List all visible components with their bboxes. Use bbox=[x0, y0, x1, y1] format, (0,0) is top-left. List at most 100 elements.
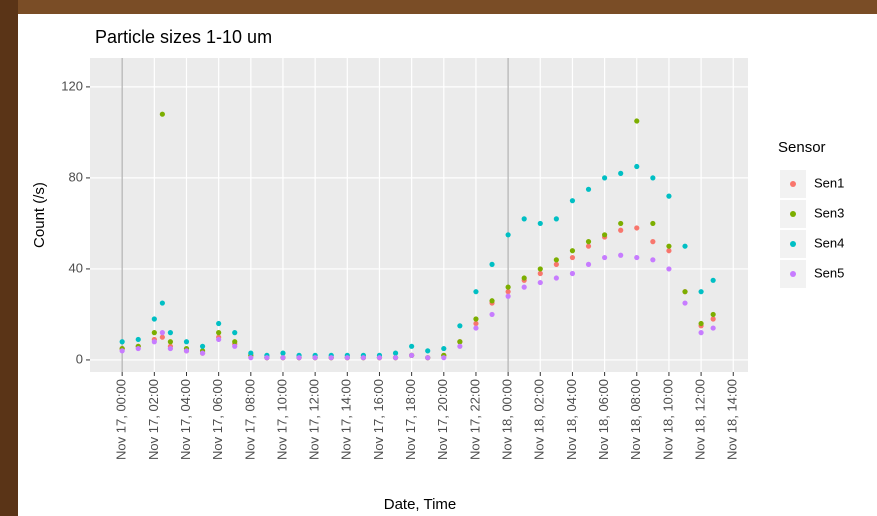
data-point bbox=[473, 321, 478, 326]
x-tick-label: Nov 18, 10:00 bbox=[660, 379, 675, 460]
data-point bbox=[160, 330, 165, 335]
x-tick-label: Nov 17, 04:00 bbox=[178, 379, 193, 460]
x-tick-label: Nov 18, 08:00 bbox=[628, 379, 643, 460]
x-tick-label: Nov 18, 12:00 bbox=[693, 379, 708, 460]
data-point bbox=[698, 321, 703, 326]
data-point bbox=[160, 112, 165, 117]
data-point bbox=[232, 344, 237, 349]
data-point bbox=[184, 348, 189, 353]
data-point bbox=[711, 312, 716, 317]
x-tick-label: Nov 17, 22:00 bbox=[467, 379, 482, 460]
data-point bbox=[296, 355, 301, 360]
data-point bbox=[489, 262, 494, 267]
x-tick-label: Nov 17, 18:00 bbox=[403, 379, 418, 460]
data-point bbox=[554, 257, 559, 262]
data-point bbox=[248, 351, 253, 356]
data-point bbox=[570, 248, 575, 253]
data-point bbox=[168, 330, 173, 335]
chart-title: Particle sizes 1-10 um bbox=[95, 27, 272, 47]
frame-edge bbox=[0, 0, 18, 516]
x-tick-label: Nov 17, 12:00 bbox=[307, 379, 322, 460]
data-point bbox=[200, 344, 205, 349]
legend-marker bbox=[790, 181, 796, 187]
data-point bbox=[361, 355, 366, 360]
x-tick-label: Nov 17, 00:00 bbox=[114, 379, 129, 460]
data-point bbox=[345, 355, 350, 360]
legend-label: Sen1 bbox=[814, 175, 844, 190]
y-tick-label: 40 bbox=[69, 260, 83, 275]
data-point bbox=[698, 289, 703, 294]
data-point bbox=[666, 194, 671, 199]
data-point bbox=[473, 325, 478, 330]
data-point bbox=[538, 280, 543, 285]
data-point bbox=[168, 339, 173, 344]
data-point bbox=[393, 355, 398, 360]
data-point bbox=[666, 266, 671, 271]
data-point bbox=[425, 355, 430, 360]
data-point bbox=[441, 355, 446, 360]
data-point bbox=[698, 330, 703, 335]
data-point bbox=[120, 339, 125, 344]
data-point bbox=[489, 298, 494, 303]
legend-marker bbox=[790, 241, 796, 247]
data-point bbox=[232, 330, 237, 335]
x-tick-label: Nov 18, 00:00 bbox=[500, 379, 515, 460]
data-point bbox=[248, 355, 253, 360]
data-point bbox=[711, 278, 716, 283]
legend-label: Sen4 bbox=[814, 235, 844, 250]
legend-label: Sen5 bbox=[814, 265, 844, 280]
data-point bbox=[538, 271, 543, 276]
data-point bbox=[682, 289, 687, 294]
y-tick-label: 120 bbox=[61, 78, 83, 93]
data-point bbox=[264, 355, 269, 360]
data-point bbox=[136, 346, 141, 351]
data-point bbox=[538, 266, 543, 271]
data-point bbox=[280, 355, 285, 360]
x-axis-title: Date, Time bbox=[384, 496, 457, 513]
data-point bbox=[711, 325, 716, 330]
y-tick-label: 0 bbox=[76, 351, 83, 366]
x-tick-label: Nov 18, 06:00 bbox=[596, 379, 611, 460]
data-point bbox=[538, 221, 543, 226]
page: {"chart_data": { "type": "scatter", "tit… bbox=[0, 0, 877, 516]
data-point bbox=[457, 344, 462, 349]
data-point bbox=[570, 255, 575, 260]
data-point bbox=[393, 351, 398, 356]
data-point bbox=[216, 321, 221, 326]
data-point bbox=[152, 330, 157, 335]
data-point bbox=[554, 216, 559, 221]
data-point bbox=[200, 351, 205, 356]
x-tick-label: Nov 17, 16:00 bbox=[371, 379, 386, 460]
data-point bbox=[634, 225, 639, 230]
x-tick-label: Nov 17, 06:00 bbox=[210, 379, 225, 460]
data-point bbox=[216, 330, 221, 335]
data-point bbox=[570, 271, 575, 276]
legend-label: Sen3 bbox=[814, 205, 844, 220]
x-tick-label: Nov 17, 08:00 bbox=[242, 379, 257, 460]
data-point bbox=[425, 348, 430, 353]
data-point bbox=[377, 355, 382, 360]
data-point bbox=[473, 289, 478, 294]
data-point bbox=[506, 285, 511, 290]
data-point bbox=[160, 300, 165, 305]
data-point bbox=[168, 346, 173, 351]
data-point bbox=[457, 323, 462, 328]
data-point bbox=[586, 187, 591, 192]
data-point bbox=[232, 339, 237, 344]
data-point bbox=[457, 339, 462, 344]
x-tick-label: Nov 17, 20:00 bbox=[435, 379, 450, 460]
chart: Particle sizes 1-10 um Date, Time Count … bbox=[0, 0, 877, 516]
data-point bbox=[602, 255, 607, 260]
x-tick-label: Nov 17, 10:00 bbox=[274, 379, 289, 460]
plot-panel bbox=[90, 58, 748, 372]
data-point bbox=[441, 346, 446, 351]
data-point bbox=[506, 232, 511, 237]
data-point bbox=[120, 348, 125, 353]
x-tick-label: Nov 18, 02:00 bbox=[532, 379, 547, 460]
data-point bbox=[650, 239, 655, 244]
data-point bbox=[409, 344, 414, 349]
data-point bbox=[280, 351, 285, 356]
data-point bbox=[506, 294, 511, 299]
data-point bbox=[522, 275, 527, 280]
data-point bbox=[586, 244, 591, 249]
